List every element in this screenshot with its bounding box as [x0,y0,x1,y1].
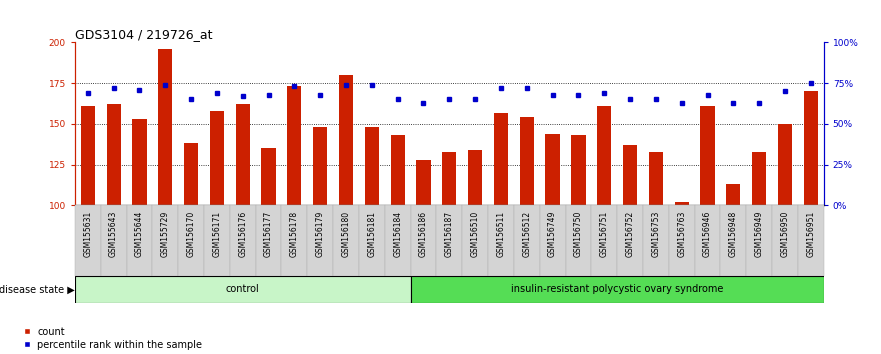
Text: GSM156951: GSM156951 [806,211,815,257]
Text: GSM156950: GSM156950 [781,211,789,257]
Bar [520,118,534,205]
Bar [778,124,792,205]
Bar [178,205,204,276]
Text: GSM156510: GSM156510 [470,211,479,257]
Bar [752,152,766,205]
Bar [540,205,566,276]
Text: GSM156753: GSM156753 [651,211,661,257]
Text: GDS3104 / 219726_at: GDS3104 / 219726_at [75,28,212,41]
Bar [623,145,637,205]
Text: GSM156763: GSM156763 [677,211,686,257]
Bar [463,205,488,276]
Bar [313,127,328,205]
Bar [591,205,618,276]
Bar [75,276,411,303]
Bar [675,202,689,205]
Text: GSM156511: GSM156511 [497,211,506,257]
Bar [262,148,276,205]
Text: GSM156181: GSM156181 [367,211,376,257]
Text: insulin-resistant polycystic ovary syndrome: insulin-resistant polycystic ovary syndr… [511,284,723,295]
Bar [390,135,404,205]
Text: GSM155631: GSM155631 [84,211,93,257]
Bar [436,205,463,276]
Bar [132,119,146,205]
Bar [700,106,714,205]
Text: disease state ▶: disease state ▶ [0,284,75,295]
Bar [721,205,746,276]
Bar [488,205,514,276]
Text: GSM156949: GSM156949 [755,211,764,257]
Bar [333,205,359,276]
Bar [648,152,663,205]
Text: control: control [226,284,260,295]
Bar [494,113,508,205]
Bar [339,75,353,205]
Text: GSM156178: GSM156178 [290,211,299,257]
Bar [152,205,178,276]
Text: GSM156184: GSM156184 [393,211,402,257]
Text: GSM155729: GSM155729 [160,211,170,257]
Text: GSM156749: GSM156749 [548,211,557,257]
Text: GSM156179: GSM156179 [315,211,325,257]
Bar [803,91,818,205]
Bar [417,160,431,205]
Text: GSM156948: GSM156948 [729,211,738,257]
Bar [566,205,591,276]
Text: GSM155644: GSM155644 [135,211,144,257]
Text: GSM156512: GSM156512 [522,211,531,257]
Bar [411,276,824,303]
Bar [798,205,824,276]
Bar [545,134,559,205]
Bar [75,205,100,276]
Bar [746,205,772,276]
Bar [571,135,586,205]
Text: GSM156186: GSM156186 [419,211,428,257]
Text: GSM156171: GSM156171 [212,211,221,257]
Bar [726,184,740,205]
Text: GSM156750: GSM156750 [574,211,583,257]
Bar [772,205,798,276]
Bar [210,111,224,205]
Bar [597,106,611,205]
Bar [514,205,540,276]
Bar [81,106,95,205]
Legend: count, percentile rank within the sample: count, percentile rank within the sample [23,327,202,349]
Bar [255,205,281,276]
Bar [127,205,152,276]
Bar [287,86,301,205]
Bar [307,205,333,276]
Bar [442,152,456,205]
Text: GSM156176: GSM156176 [238,211,248,257]
Bar [385,205,411,276]
Text: GSM156187: GSM156187 [445,211,454,257]
Text: GSM156177: GSM156177 [264,211,273,257]
Bar [618,205,643,276]
Bar [365,127,379,205]
Bar [107,104,121,205]
Bar [643,205,669,276]
Bar [230,205,255,276]
Text: GSM156180: GSM156180 [342,211,351,257]
Text: GSM155643: GSM155643 [109,211,118,257]
Bar [694,205,721,276]
Bar [100,205,127,276]
Bar [468,150,482,205]
Text: GSM156946: GSM156946 [703,211,712,257]
Text: GSM156170: GSM156170 [187,211,196,257]
Bar [669,205,694,276]
Bar [359,205,385,276]
Bar [159,49,173,205]
Bar [204,205,230,276]
Bar [281,205,307,276]
Text: GSM156751: GSM156751 [600,211,609,257]
Bar [235,104,250,205]
Text: GSM156752: GSM156752 [626,211,634,257]
Bar [184,143,198,205]
Bar [411,205,436,276]
